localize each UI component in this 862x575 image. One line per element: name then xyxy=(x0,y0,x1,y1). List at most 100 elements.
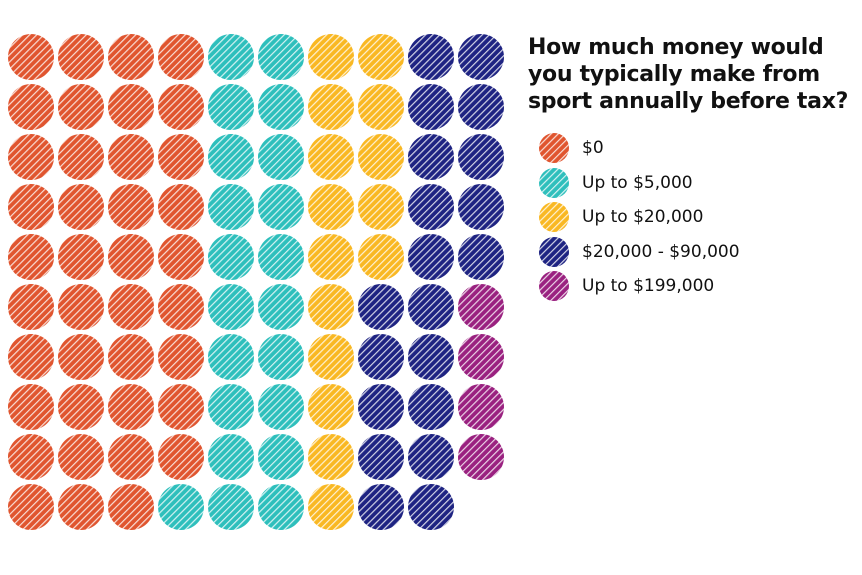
waffle-cell--20-000-90-000 xyxy=(358,384,404,430)
waffle-cell--0 xyxy=(108,384,154,430)
waffle-cell--0 xyxy=(8,234,54,280)
waffle-cell--20-000-90-000 xyxy=(358,434,404,480)
waffle-cell--20-000-90-000 xyxy=(408,84,454,130)
waffle-cell-up-to-5-000 xyxy=(258,434,304,480)
waffle-cell--0 xyxy=(8,134,54,180)
waffle-cell-up-to-20-000 xyxy=(308,134,354,180)
waffle-cell-up-to-5-000 xyxy=(208,34,254,80)
waffle-cell-up-to-199-000 xyxy=(458,434,504,480)
waffle-cell--0 xyxy=(108,234,154,280)
waffle-cell--0 xyxy=(58,484,104,530)
waffle-cell-up-to-5-000 xyxy=(258,334,304,380)
waffle-cell-up-to-5-000 xyxy=(208,234,254,280)
waffle-cell--20-000-90-000 xyxy=(408,284,454,330)
waffle-cell--0 xyxy=(58,434,104,480)
waffle-cell--0 xyxy=(158,234,204,280)
waffle-cell-up-to-20-000 xyxy=(308,484,354,530)
waffle-cell-up-to-20-000 xyxy=(308,184,354,230)
legend-swatch xyxy=(539,236,569,267)
waffle-cell--0 xyxy=(108,84,154,130)
waffle-cell--0 xyxy=(8,334,54,380)
waffle-cell--20-000-90-000 xyxy=(458,234,504,280)
waffle-cell--20-000-90-000 xyxy=(358,334,404,380)
waffle-cell--0 xyxy=(58,134,104,180)
waffle-cell--0 xyxy=(158,134,204,180)
waffle-cell--0 xyxy=(158,34,204,80)
waffle-cell--0 xyxy=(108,284,154,330)
legend-item: Up to $20,000 xyxy=(538,200,740,235)
waffle-cell-up-to-5-000 xyxy=(158,484,204,530)
legend-label: $20,000 - $90,000 xyxy=(582,241,740,262)
waffle-cell--0 xyxy=(8,384,54,430)
waffle-cell-up-to-5-000 xyxy=(258,384,304,430)
waffle-cell-up-to-5-000 xyxy=(208,284,254,330)
waffle-cell-up-to-20-000 xyxy=(358,234,404,280)
chart-title: How much money would you typically make … xyxy=(528,35,849,114)
waffle-cell--0 xyxy=(58,184,104,230)
waffle-cell-up-to-5-000 xyxy=(208,84,254,130)
waffle-cell-up-to-5-000 xyxy=(208,334,254,380)
waffle-cell--0 xyxy=(58,384,104,430)
waffle-cell-up-to-5-000 xyxy=(208,384,254,430)
waffle-cell--20-000-90-000 xyxy=(408,484,454,530)
waffle-cell--0 xyxy=(58,284,104,330)
legend-item: Up to $5,000 xyxy=(538,166,740,201)
waffle-cell--0 xyxy=(158,384,204,430)
waffle-cell-up-to-5-000 xyxy=(208,184,254,230)
waffle-cell-up-to-5-000 xyxy=(258,184,304,230)
waffle-cell--0 xyxy=(158,184,204,230)
waffle-cell--20-000-90-000 xyxy=(408,34,454,80)
waffle-cell--20-000-90-000 xyxy=(408,184,454,230)
waffle-cell--20-000-90-000 xyxy=(358,284,404,330)
legend-swatch xyxy=(539,167,569,198)
waffle-cell--0 xyxy=(8,184,54,230)
waffle-cell-up-to-20-000 xyxy=(358,34,404,80)
waffle-cell--0 xyxy=(8,434,54,480)
waffle-cell-up-to-199-000 xyxy=(458,284,504,330)
legend-label: Up to $199,000 xyxy=(582,276,715,297)
waffle-cell--0 xyxy=(58,334,104,380)
waffle-cell--0 xyxy=(158,434,204,480)
waffle-cell-up-to-20-000 xyxy=(308,34,354,80)
waffle-cell-up-to-5-000 xyxy=(258,34,304,80)
waffle-cell--20-000-90-000 xyxy=(408,234,454,280)
waffle-cell--0 xyxy=(108,484,154,530)
waffle-cell--20-000-90-000 xyxy=(458,84,504,130)
waffle-cell-up-to-5-000 xyxy=(258,234,304,280)
waffle-cell--0 xyxy=(158,284,204,330)
waffle-cell-up-to-5-000 xyxy=(258,484,304,530)
legend-label: Up to $5,000 xyxy=(582,172,693,193)
waffle-cell--20-000-90-000 xyxy=(358,484,404,530)
waffle-cell-up-to-199-000 xyxy=(458,334,504,380)
legend-item: $20,000 - $90,000 xyxy=(538,235,740,270)
waffle-cell-up-to-5-000 xyxy=(208,434,254,480)
waffle-cell--20-000-90-000 xyxy=(458,134,504,180)
waffle-cell--0 xyxy=(158,334,204,380)
waffle-cell--0 xyxy=(8,84,54,130)
waffle-cell--0 xyxy=(8,484,54,530)
waffle-cell--20-000-90-000 xyxy=(408,434,454,480)
waffle-cell--0 xyxy=(108,134,154,180)
waffle-cell--0 xyxy=(108,334,154,380)
waffle-cell-up-to-5-000 xyxy=(258,284,304,330)
waffle-cell-up-to-5-000 xyxy=(258,84,304,130)
legend-item: $0 xyxy=(538,131,740,166)
legend: $0 Up to $5,000 Up to $20,000 $20,000 - $90… xyxy=(538,131,740,304)
waffle-cell-up-to-20-000 xyxy=(358,184,404,230)
waffle-cell-up-to-5-000 xyxy=(208,484,254,530)
waffle-cell--0 xyxy=(58,34,104,80)
waffle-cell-up-to-20-000 xyxy=(358,134,404,180)
waffle-cell--20-000-90-000 xyxy=(458,184,504,230)
waffle-cell-up-to-20-000 xyxy=(308,284,354,330)
waffle-cell--0 xyxy=(108,184,154,230)
waffle-cell-up-to-20-000 xyxy=(308,234,354,280)
waffle-cell--0 xyxy=(8,284,54,330)
legend-label: Up to $20,000 xyxy=(582,207,704,228)
waffle-cell--20-000-90-000 xyxy=(408,134,454,180)
waffle-cell--0 xyxy=(108,434,154,480)
waffle-chart xyxy=(8,34,504,530)
waffle-cell-up-to-5-000 xyxy=(208,134,254,180)
waffle-cell-up-to-20-000 xyxy=(308,384,354,430)
waffle-cell--0 xyxy=(8,34,54,80)
legend-swatch xyxy=(539,133,569,164)
